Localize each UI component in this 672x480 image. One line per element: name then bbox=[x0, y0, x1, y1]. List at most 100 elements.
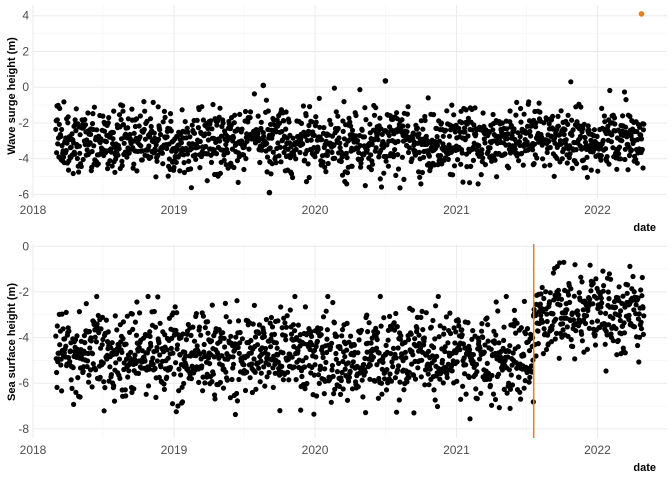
data-point bbox=[125, 374, 131, 380]
data-point bbox=[358, 156, 364, 162]
data-point bbox=[333, 350, 339, 357]
x-tick-label: 2019 bbox=[161, 443, 188, 457]
data-point bbox=[161, 108, 167, 114]
data-point bbox=[181, 160, 187, 166]
data-point bbox=[173, 327, 179, 334]
data-point bbox=[116, 146, 122, 152]
data-point bbox=[202, 325, 208, 331]
data-point bbox=[433, 303, 439, 309]
data-point bbox=[58, 362, 64, 368]
data-point bbox=[531, 161, 537, 167]
data-point bbox=[174, 310, 180, 316]
data-point bbox=[631, 307, 637, 313]
data-point bbox=[585, 123, 591, 129]
data-point bbox=[373, 105, 379, 111]
data-point bbox=[362, 105, 368, 111]
data-point bbox=[92, 334, 98, 340]
data-point bbox=[134, 299, 140, 305]
data-point bbox=[360, 394, 366, 400]
data-point bbox=[438, 120, 444, 126]
data-point bbox=[120, 103, 126, 109]
data-point bbox=[573, 147, 579, 153]
data-point bbox=[300, 141, 306, 147]
data-point bbox=[165, 173, 171, 179]
data-point bbox=[331, 391, 337, 397]
panel-wave-surge: 2018 2019 2020 2021 2022 -6 -4 -2 0 2 4 date Wave… bbox=[6, 5, 667, 234]
data-point bbox=[570, 127, 576, 133]
data-point bbox=[209, 126, 215, 132]
data-point bbox=[220, 385, 227, 391]
data-point bbox=[544, 318, 550, 325]
data-point bbox=[84, 137, 90, 143]
data-point bbox=[269, 132, 276, 138]
data-point bbox=[191, 130, 198, 136]
data-point bbox=[364, 312, 370, 318]
data-point bbox=[249, 361, 255, 367]
data-point bbox=[142, 108, 148, 114]
data-point bbox=[80, 368, 86, 374]
data-point bbox=[213, 151, 220, 157]
data-point bbox=[481, 349, 487, 355]
data-point bbox=[113, 156, 119, 162]
points-sea bbox=[53, 244, 647, 438]
data-point bbox=[270, 384, 276, 390]
data-point bbox=[362, 183, 368, 189]
data-point bbox=[359, 127, 365, 133]
data-point bbox=[171, 371, 177, 377]
data-point bbox=[431, 387, 437, 393]
data-point bbox=[183, 337, 189, 343]
data-point bbox=[239, 336, 245, 342]
data-point bbox=[442, 348, 448, 355]
data-point bbox=[343, 150, 349, 156]
data-point bbox=[302, 364, 308, 370]
data-point bbox=[408, 331, 414, 337]
data-point bbox=[462, 371, 468, 377]
data-point bbox=[560, 321, 566, 327]
data-point bbox=[302, 386, 308, 392]
data-point bbox=[137, 134, 143, 140]
data-point bbox=[199, 363, 205, 369]
data-point bbox=[154, 158, 160, 164]
data-point bbox=[58, 133, 64, 140]
data-point bbox=[603, 310, 609, 316]
data-point bbox=[124, 313, 130, 319]
data-point bbox=[279, 129, 285, 135]
data-point bbox=[344, 320, 350, 326]
data-point bbox=[358, 327, 364, 333]
data-point bbox=[518, 119, 524, 125]
data-point bbox=[386, 132, 392, 138]
data-point bbox=[303, 179, 310, 185]
data-point bbox=[264, 169, 270, 175]
data-point bbox=[487, 145, 493, 151]
data-point bbox=[288, 331, 295, 337]
data-point bbox=[239, 126, 245, 132]
data-point bbox=[634, 160, 640, 166]
data-point bbox=[618, 156, 624, 162]
data-point bbox=[547, 162, 553, 168]
data-point bbox=[473, 131, 479, 137]
data-point bbox=[579, 331, 585, 337]
data-point bbox=[100, 336, 106, 343]
data-point bbox=[173, 409, 179, 415]
y-tick-label: -4 bbox=[18, 152, 29, 166]
data-point bbox=[432, 397, 438, 403]
data-point bbox=[427, 366, 433, 372]
data-point bbox=[367, 121, 373, 127]
data-point bbox=[289, 354, 295, 360]
data-point bbox=[260, 82, 267, 89]
data-point bbox=[501, 386, 507, 392]
data-point bbox=[54, 384, 60, 390]
data-point bbox=[167, 364, 174, 371]
data-point bbox=[271, 331, 278, 337]
data-point bbox=[442, 344, 448, 350]
data-point bbox=[156, 340, 162, 346]
data-point bbox=[634, 129, 640, 135]
data-point bbox=[116, 356, 123, 362]
data-point bbox=[535, 341, 541, 347]
data-point bbox=[544, 149, 550, 156]
data-point bbox=[98, 136, 104, 142]
data-point bbox=[377, 293, 383, 300]
data-point bbox=[387, 371, 393, 377]
data-point bbox=[312, 154, 318, 160]
data-point bbox=[620, 113, 626, 119]
